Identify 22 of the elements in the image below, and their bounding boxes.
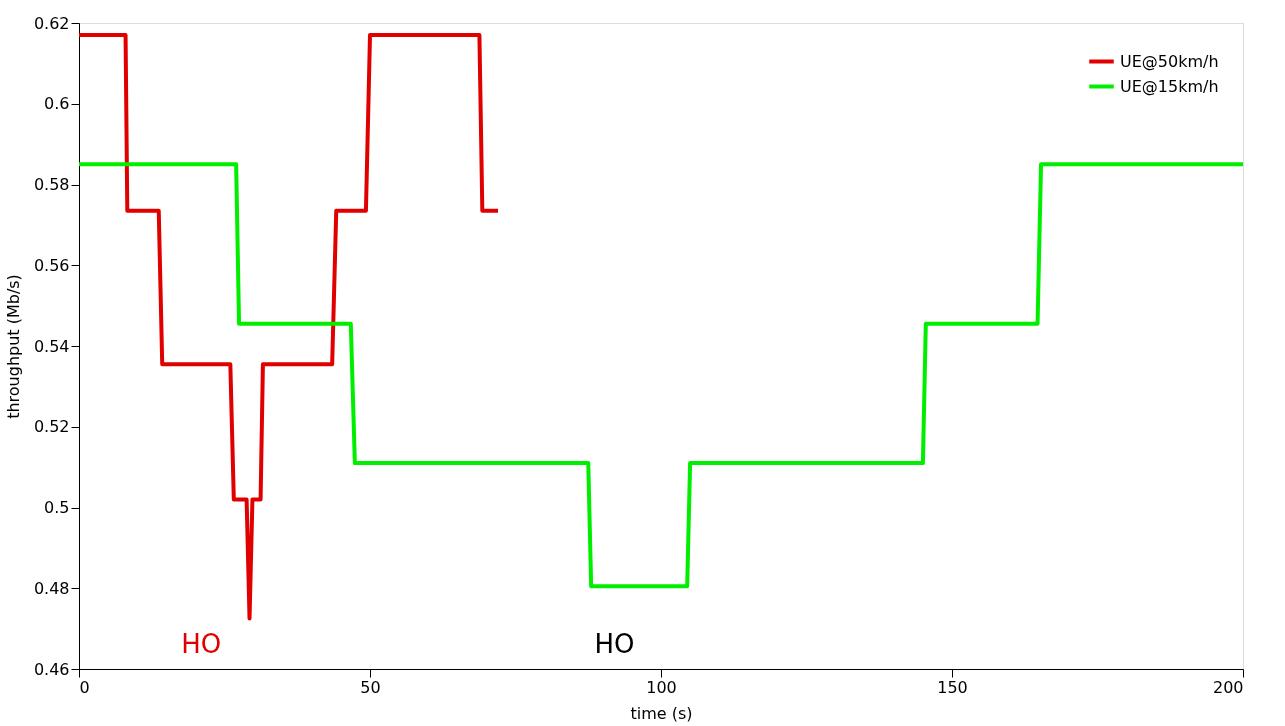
x-tick-label: 100: [646, 677, 677, 697]
y-tick-label: 0.58: [33, 175, 70, 194]
y-tick-label: 0.54: [33, 336, 70, 356]
x-tick-label: 200: [1212, 677, 1244, 697]
y-tick-label: 0.6: [44, 94, 70, 114]
x-axis-title: time (s): [630, 703, 693, 723]
y-tick-label: 0.62: [33, 13, 70, 33]
line-series: [77, 33, 501, 621]
y-tick-label: 0.46: [33, 659, 70, 679]
y-tick-label: 0.56: [33, 255, 70, 275]
x-tick-label: 0: [79, 677, 90, 697]
annotation: HO: [181, 629, 222, 660]
y-tick-label: 0.48: [33, 578, 70, 598]
legend-label: UE@50km/h: [1120, 51, 1219, 71]
line-series: [77, 162, 1245, 589]
y-tick-label: 0.52: [33, 417, 70, 437]
annotation: HO: [594, 629, 635, 660]
x-tick-label: 50: [360, 677, 381, 697]
legend-label: UE@15km/h: [1120, 76, 1219, 96]
y-tick-label: 0.5: [44, 498, 70, 517]
y-axis-title: throughput (Mb/s): [3, 274, 23, 419]
x-tick-label: 150: [937, 677, 968, 697]
